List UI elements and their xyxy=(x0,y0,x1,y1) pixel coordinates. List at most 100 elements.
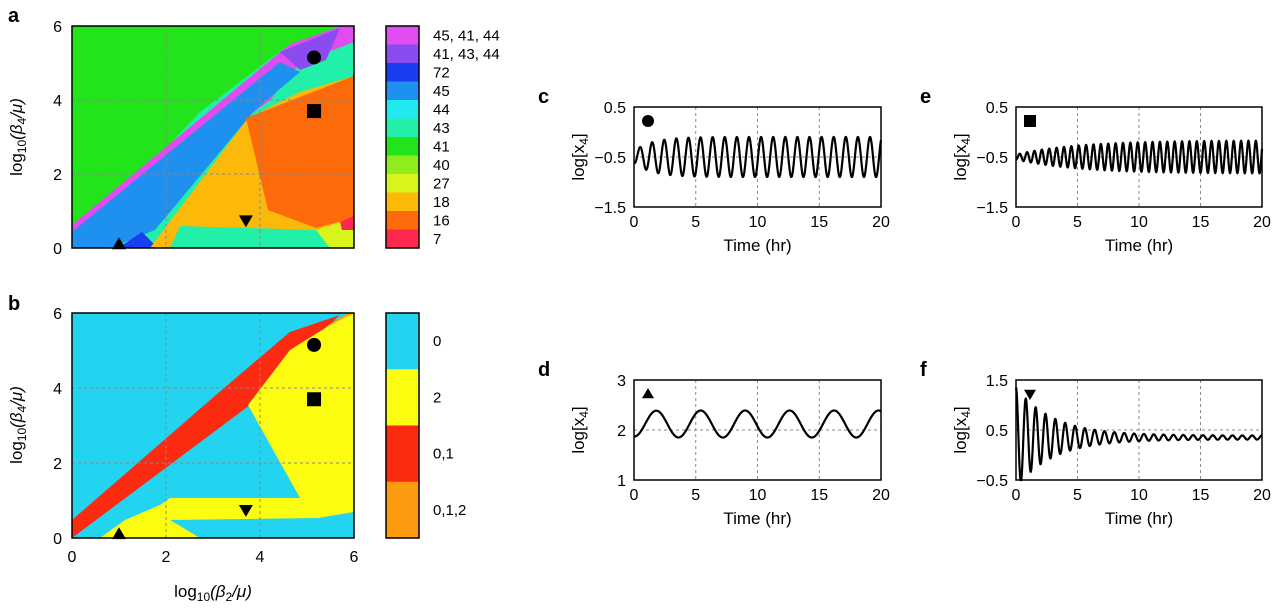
x-tick-label: 15 xyxy=(1192,487,1210,504)
circle-marker xyxy=(642,115,654,127)
panel-label-a: a xyxy=(8,5,20,27)
circle-marker xyxy=(307,337,322,352)
colorbar-swatch xyxy=(386,137,419,156)
region-45 xyxy=(72,62,300,248)
y-axis-label: log[x4] xyxy=(569,133,591,180)
phase-map-a xyxy=(72,26,354,248)
y-tick-label: 0 xyxy=(53,241,62,258)
y-axis-label-b: log10(β4/μ) xyxy=(7,386,29,464)
x-tick-label: 5 xyxy=(691,487,700,504)
x-tick-label: 4 xyxy=(256,549,265,566)
x-tick-label: 20 xyxy=(872,487,890,504)
colorbar-swatch xyxy=(386,369,419,426)
time-panel-c: c 0.5 −0.5 −1.50 5 10 15 20 Time (hr) log[x4] xyxy=(538,86,890,255)
y-tick-label: −0.5 xyxy=(594,150,626,167)
x-tick-label: 15 xyxy=(810,214,828,231)
triangle-up-marker xyxy=(112,527,126,540)
y-axis-label: log[x4] xyxy=(569,406,591,453)
y-tick-label: −0.5 xyxy=(976,150,1008,167)
x-tick-label: 20 xyxy=(1253,214,1271,231)
triangle-up-marker xyxy=(112,237,126,250)
region-0-lower xyxy=(170,512,354,538)
grid-a xyxy=(72,26,354,248)
x-tick-label: 10 xyxy=(1130,487,1148,504)
y-label-end: ] xyxy=(951,133,970,138)
colorbar-swatch xyxy=(386,81,419,101)
colorbar-swatch xyxy=(386,192,419,212)
colorbar-swatch xyxy=(386,100,419,119)
y-tick-label: 6 xyxy=(53,19,62,36)
panel-b: b 0 2 4 6 0 2 4 6 log10(β4/μ) log10(β2/μ) 0 2 0,1… xyxy=(7,293,466,604)
colorbar-swatch xyxy=(386,26,419,45)
region-2-band xyxy=(100,498,330,538)
region-7 xyxy=(340,216,354,230)
y-label-text: log[x xyxy=(951,417,970,453)
triangle-down-marker xyxy=(238,215,253,228)
region-2 xyxy=(100,313,354,538)
x-tick-label: 6 xyxy=(350,549,359,566)
panel-label-e: e xyxy=(920,86,931,108)
colorbar-swatch xyxy=(386,229,419,249)
phase-map-b xyxy=(72,313,354,538)
y-axis-label-a: log10(β4/μ) xyxy=(7,98,29,176)
markers-b xyxy=(112,337,322,540)
y-axis-label: log[x4] xyxy=(951,406,973,453)
y-label-text: log[x xyxy=(569,144,588,180)
y-label-text: log[x xyxy=(951,144,970,180)
axes-frame-d xyxy=(633,379,882,481)
x-tick-label: 2 xyxy=(162,549,171,566)
colorbar-label: 0,1 xyxy=(433,446,454,463)
colorbar-label: 2 xyxy=(433,389,441,406)
y-tick-label: 4 xyxy=(53,381,62,398)
x-tick-label: 5 xyxy=(1073,487,1082,504)
y-label-sub: 4 xyxy=(577,411,591,418)
time-panel-d: d 3 2 10 5 10 15 20 Time (hr) log[x4] xyxy=(538,359,890,528)
y-tick-label: 0.5 xyxy=(604,100,626,117)
colorbar-swatch xyxy=(386,174,419,193)
x-tick-label: 0 xyxy=(68,549,77,566)
axes-frame-b xyxy=(71,312,355,539)
colorbar-label: 45, 41, 44 xyxy=(433,27,500,44)
region-0-1-stripe xyxy=(72,315,340,538)
colorbar-label: 7 xyxy=(433,231,441,248)
x-tick-label: 20 xyxy=(1253,487,1271,504)
region-41-43-44 xyxy=(280,28,340,70)
colorbar-swatch xyxy=(386,155,419,175)
y-tick-label: 1 xyxy=(617,473,626,490)
colorbar-label: 41, 43, 44 xyxy=(433,46,500,63)
y-tick-label: 1.5 xyxy=(986,373,1008,390)
colorbar-swatch xyxy=(386,425,419,483)
x-tick-label: 0 xyxy=(1012,214,1021,231)
y-tick-label: −1.5 xyxy=(594,200,626,217)
x-tick-label: 5 xyxy=(691,214,700,231)
y-tick-label: 3 xyxy=(617,373,626,390)
x-tick-label: 15 xyxy=(1192,214,1210,231)
colorbar-label: 45 xyxy=(433,83,450,100)
y-tick-label: 0 xyxy=(53,531,62,548)
y-label-sub: 4 xyxy=(959,411,973,418)
colorbar-swatch xyxy=(386,118,419,138)
axes-frame-a xyxy=(71,25,355,249)
x-tick-label: 0 xyxy=(630,214,639,231)
x-tick-label: 15 xyxy=(810,487,828,504)
colorbar-frame xyxy=(385,25,420,249)
y-tick-label: 6 xyxy=(53,306,62,323)
time-panel-f: f 1.5 0.5 −0.50 5 10 15 20 Time (hr) log[x4] xyxy=(920,359,1271,528)
region-0-gap xyxy=(72,322,300,520)
y-label-end: ] xyxy=(951,406,970,411)
square-marker xyxy=(307,104,322,119)
colorbar-swatch xyxy=(386,63,419,82)
x-tick-label: 10 xyxy=(749,214,767,231)
region-72 xyxy=(118,232,158,248)
y-tick-label: −1.5 xyxy=(976,200,1008,217)
colorbar-label: 41 xyxy=(433,138,450,155)
colorbar-label: 40 xyxy=(433,157,450,174)
y-tick-label: 2 xyxy=(53,456,62,473)
x-tick-label: 20 xyxy=(872,214,890,231)
region-16 xyxy=(246,76,354,228)
triangle-up-marker xyxy=(642,388,654,399)
